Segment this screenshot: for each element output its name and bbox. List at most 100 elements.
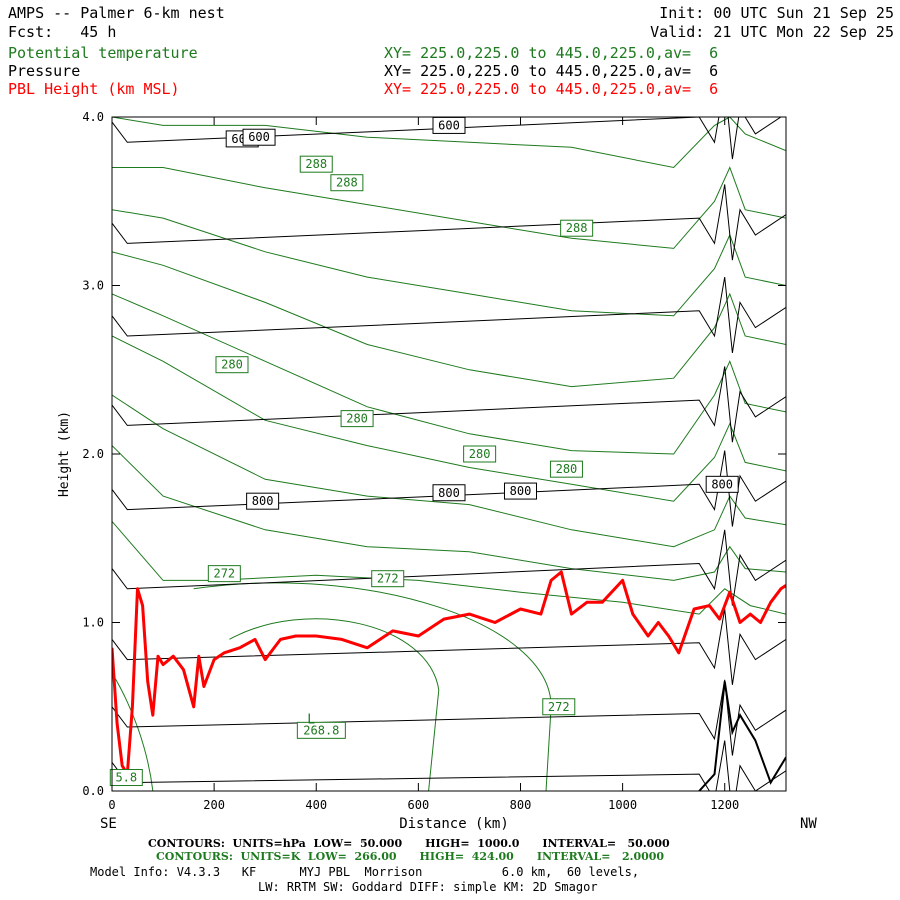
y-tick-label-3: 3.0 <box>82 279 104 293</box>
x-tick-label-4: 800 <box>510 798 532 812</box>
pressure-label-5-text: 800 <box>510 484 532 498</box>
chart-title: AMPS -- Palmer 6-km nest <box>8 4 225 22</box>
init-time: Init: 00 UTC Sun 21 Sep 25 <box>659 4 894 22</box>
theta-label-6-text: 280 <box>556 462 578 476</box>
y-tick-label-4: 4.0 <box>82 110 104 124</box>
theta-label-9: 272 <box>542 698 576 716</box>
theta-contour-0 <box>112 117 786 169</box>
pressure-label-4: 800 <box>432 484 466 502</box>
theta-label-2: 288 <box>560 219 594 237</box>
pressure-label-1-box <box>242 128 276 146</box>
low-marker: L <box>307 713 315 728</box>
pressure-contours <box>112 117 786 791</box>
theta-label-8-text: 272 <box>377 572 399 586</box>
theta-label-7-box <box>207 565 241 583</box>
pressure-label-1-text: 600 <box>248 130 270 144</box>
pressure-contour-1 <box>112 184 786 261</box>
pressure-contour-6 <box>112 608 786 685</box>
pressure-contour-3 <box>112 366 786 443</box>
theta-label-6: 280 <box>549 460 583 478</box>
x-tick-label-1: 200 <box>203 798 225 812</box>
theta-contour-1 <box>112 166 786 249</box>
pressure-label-1: 600 <box>242 128 276 146</box>
x-tick-label-0: 0 <box>108 798 115 812</box>
x-right-end-label: NW <box>800 816 817 832</box>
field-xy-theta: XY= 225.0,225.0 to 445.0,225.0,av= 6 <box>384 44 719 62</box>
y-tick-label-2: 2.0 <box>82 447 104 461</box>
pressure-contour-7 <box>112 679 786 756</box>
theta-contours <box>112 117 786 791</box>
theta-label-8: 272 <box>371 570 405 588</box>
x-tick-label-3: 600 <box>408 798 430 812</box>
x-axis-label: Distance (km) <box>399 816 509 832</box>
x-left-end-label: SE <box>100 816 117 832</box>
theta-label-2-box <box>560 219 594 237</box>
field-name-theta: Potential temperature <box>8 44 198 62</box>
pressure-contour-5 <box>112 529 786 606</box>
field-name-pressure: Pressure <box>8 62 81 80</box>
pressure-label-6-text: 800 <box>711 477 733 491</box>
theta-label-1-text: 288 <box>336 176 358 190</box>
theta-label-9-box <box>542 698 576 716</box>
theta-label-10-box <box>296 721 346 739</box>
theta-label-1-box <box>330 174 364 192</box>
theta-label-5-text: 280 <box>469 447 491 461</box>
theta-label-0-text: 288 <box>305 157 327 171</box>
theta-contour-dome-inner <box>229 618 440 791</box>
pressure-label-6: 800 <box>705 475 739 493</box>
valid-time: Valid: 21 UTC Mon 22 Sep 25 <box>650 23 894 41</box>
theta-contour-2 <box>112 209 786 317</box>
model-info-2: LW: RRTM SW: Goddard DIFF: simple KM: 2D… <box>258 880 598 894</box>
forecast-hour: Fcst: 45 h <box>8 23 117 41</box>
theta-label-8-box <box>371 570 405 588</box>
pressure-contour-8 <box>112 740 786 791</box>
theta-label-3: 280 <box>215 356 249 374</box>
field-xy-pressure: XY= 225.0,225.0 to 445.0,225.0,av= 6 <box>384 62 719 80</box>
pressure-contour-2 <box>112 277 786 353</box>
theta-label-10-text: 268.8 <box>303 723 339 737</box>
pressure-label-4-box <box>432 484 466 502</box>
y-tick-label-1: 1.0 <box>82 616 104 630</box>
theta-label-11-text: 5.8 <box>115 771 137 785</box>
pressure-label-3: 800 <box>246 492 280 510</box>
theta-contour-6 <box>112 394 786 548</box>
theta-contour-4 <box>112 293 786 455</box>
contours-theta-info: CONTOURS: UNITS=K LOW= 266.00 HIGH= 424.… <box>156 850 665 863</box>
theta-label-0: 288 <box>299 155 333 173</box>
pressure-label-3-box <box>246 492 280 510</box>
field-xy-pbl: XY= 225.0,225.0 to 445.0,225.0,av= 6 <box>384 80 719 98</box>
y-axis-label: Height (km) <box>57 411 72 497</box>
theta-label-5-box <box>463 445 497 463</box>
theta-contour-left <box>112 672 154 791</box>
theta-label-3-box <box>215 356 249 374</box>
theta-label-11: 5.8 <box>109 769 143 787</box>
axes: 0 200 400 600 800 1000 1200 0.0 1.0 2.0 3.0 4.0 <box>82 110 786 812</box>
theta-label-7-text: 272 <box>213 567 235 581</box>
theta-label-4-box <box>340 410 374 428</box>
x-tick-label-2: 400 <box>305 798 327 812</box>
theta-label-6-box <box>549 460 583 478</box>
theta-contour-3 <box>112 251 786 388</box>
theta-label-3-text: 280 <box>221 358 243 372</box>
theta-label-11-box <box>109 769 143 787</box>
pressure-label-2-text: 600 <box>438 118 460 132</box>
pressure-label-3-text: 800 <box>252 494 274 508</box>
theta-contour-7 <box>112 445 786 581</box>
theta-label-0-box <box>299 155 333 173</box>
pressure-label-2: 600 <box>432 116 466 134</box>
x-tick-label-5: 1000 <box>608 798 637 812</box>
theta-label-10: 268.8 <box>296 721 346 739</box>
pbl-height-line <box>112 570 786 776</box>
theta-contour-dome-outer <box>193 582 552 791</box>
theta-label-4-text: 280 <box>346 412 368 426</box>
theta-contour-8 <box>112 521 786 615</box>
pressure-label-5: 800 <box>503 482 537 500</box>
terrain-line <box>698 681 786 791</box>
theta-label-7: 272 <box>207 565 241 583</box>
theta-contour-5 <box>112 335 786 502</box>
theta-label-1: 288 <box>330 174 364 192</box>
theta-label-4: 280 <box>340 410 374 428</box>
pbl-height-series <box>112 570 786 776</box>
